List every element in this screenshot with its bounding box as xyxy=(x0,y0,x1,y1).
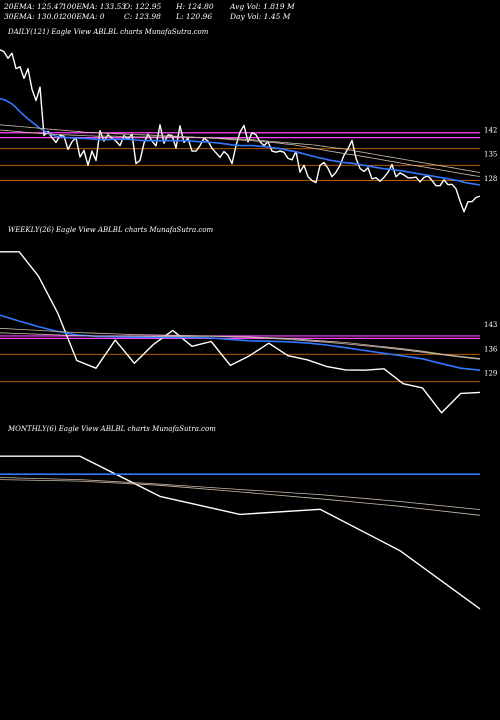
stat-ema20: 20EMA: 125.47 xyxy=(4,2,64,11)
weekly-panel: 143 136 129 xyxy=(0,251,498,414)
stat-low: L: 120.96 xyxy=(176,11,213,21)
monthly-price-line xyxy=(0,455,481,610)
stats-row-1: 20EMA: 125.47100EMA: 133.53O: 122.95 H: 1… xyxy=(4,2,295,12)
daily-tick-label: 142 xyxy=(484,127,497,135)
weekly-ema-longer-line xyxy=(0,327,481,360)
weekly-tick-label: 143 xyxy=(484,321,497,329)
weekly-tick-label: 136 xyxy=(484,345,498,353)
stat-avg-vol: Avg Vol: 1.819 M xyxy=(230,2,295,11)
stat-open: O: 122.95 xyxy=(124,2,162,11)
stat-high: H: 124.80 xyxy=(176,2,214,11)
monthly-panel xyxy=(0,455,481,610)
daily-ema-short-line xyxy=(0,98,481,186)
daily-tick-label: 135 xyxy=(484,151,497,159)
weekly-ema-short-line xyxy=(0,314,481,371)
weekly-panel-title: WEEKLY(26) Eagle View ABLBL charts Munaf… xyxy=(8,226,214,234)
monthly-ema-long-line xyxy=(0,477,481,510)
daily-panel: 142 135 128 xyxy=(0,49,497,213)
weekly-tick-label: 129 xyxy=(484,370,497,378)
daily-price-line xyxy=(0,49,481,213)
stat-ema100: 100EMA: 133.53 xyxy=(62,2,127,11)
stats-row-2: 30EMA: 130.01200EMA: 0 C: 123.98 L: 120.96… xyxy=(4,12,295,22)
stats-header: 20EMA: 125.47100EMA: 133.53O: 122.95 H: 1… xyxy=(4,2,295,21)
daily-tick-label: 128 xyxy=(484,175,497,183)
monthly-ema-longer-line xyxy=(0,479,481,516)
stat-day-vol: Day Vol: 1.45 M xyxy=(230,11,291,21)
stat-close: C: 123.98 xyxy=(124,11,161,21)
monthly-panel-title: MONTHLY(6) Eagle View ABLBL charts Munaf… xyxy=(8,425,216,433)
stat-ema30: 30EMA: 130.01 xyxy=(4,11,64,21)
stat-ema200: 200EMA: 0 xyxy=(62,11,105,21)
daily-ema-long-line xyxy=(0,129,481,177)
daily-ema-longer-line xyxy=(0,124,481,173)
weekly-price-line xyxy=(0,251,481,414)
daily-panel-title: DAILY(121) Eagle View ABLBL charts Munaf… xyxy=(8,28,209,36)
